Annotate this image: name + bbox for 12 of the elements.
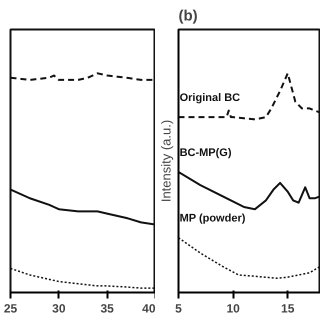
series-label: MP (powder)	[180, 212, 246, 225]
x-tick-label: 10	[226, 302, 240, 316]
x-tick-label: 25	[4, 302, 18, 316]
x-tick-label: 15	[281, 302, 295, 316]
x-tick-label: 30	[52, 302, 66, 316]
x-tick-label: 5	[175, 302, 182, 316]
y-axis-title: Intensity (a.u.)	[158, 120, 174, 202]
chart-title: (b)	[178, 8, 198, 24]
x-tick-label: 35	[100, 302, 114, 316]
series-label: BC-MP(G)	[180, 146, 232, 159]
x-tick-label: 40	[142, 302, 156, 316]
series-label: Original BC	[180, 92, 240, 104]
